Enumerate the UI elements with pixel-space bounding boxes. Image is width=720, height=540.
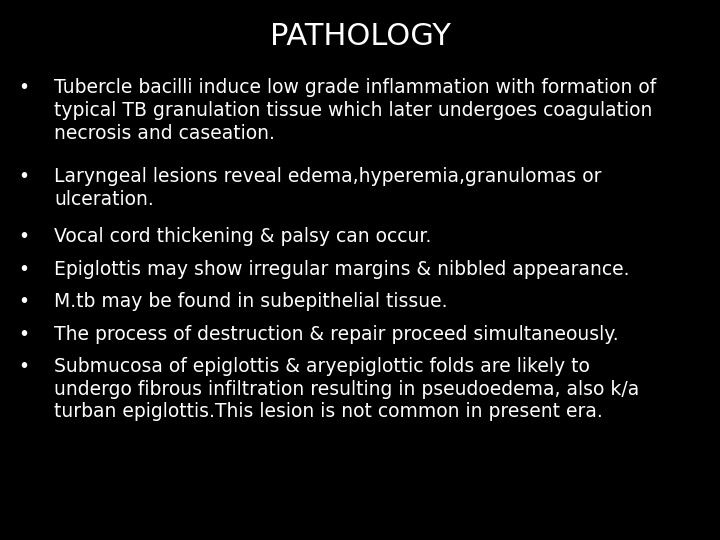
Text: Laryngeal lesions reveal edema,hyperemia,granulomas or
ulceration.: Laryngeal lesions reveal edema,hyperemia… xyxy=(54,167,601,208)
Text: PATHOLOGY: PATHOLOGY xyxy=(269,22,451,51)
Text: M.tb may be found in subepithelial tissue.: M.tb may be found in subepithelial tissu… xyxy=(54,292,448,311)
Text: •: • xyxy=(18,357,29,376)
Text: •: • xyxy=(18,167,29,186)
Text: Submucosa of epiglottis & aryepiglottic folds are likely to
undergo fibrous infi: Submucosa of epiglottis & aryepiglottic … xyxy=(54,357,639,421)
Text: •: • xyxy=(18,78,29,97)
Text: •: • xyxy=(18,227,29,246)
Text: Vocal cord thickening & palsy can occur.: Vocal cord thickening & palsy can occur. xyxy=(54,227,431,246)
Text: •: • xyxy=(18,292,29,311)
Text: Epiglottis may show irregular margins & nibbled appearance.: Epiglottis may show irregular margins & … xyxy=(54,260,629,279)
Text: Tubercle bacilli induce low grade inflammation with formation of
typical TB gran: Tubercle bacilli induce low grade inflam… xyxy=(54,78,656,143)
Text: The process of destruction & repair proceed simultaneously.: The process of destruction & repair proc… xyxy=(54,325,618,343)
Text: •: • xyxy=(18,325,29,343)
Text: •: • xyxy=(18,260,29,279)
